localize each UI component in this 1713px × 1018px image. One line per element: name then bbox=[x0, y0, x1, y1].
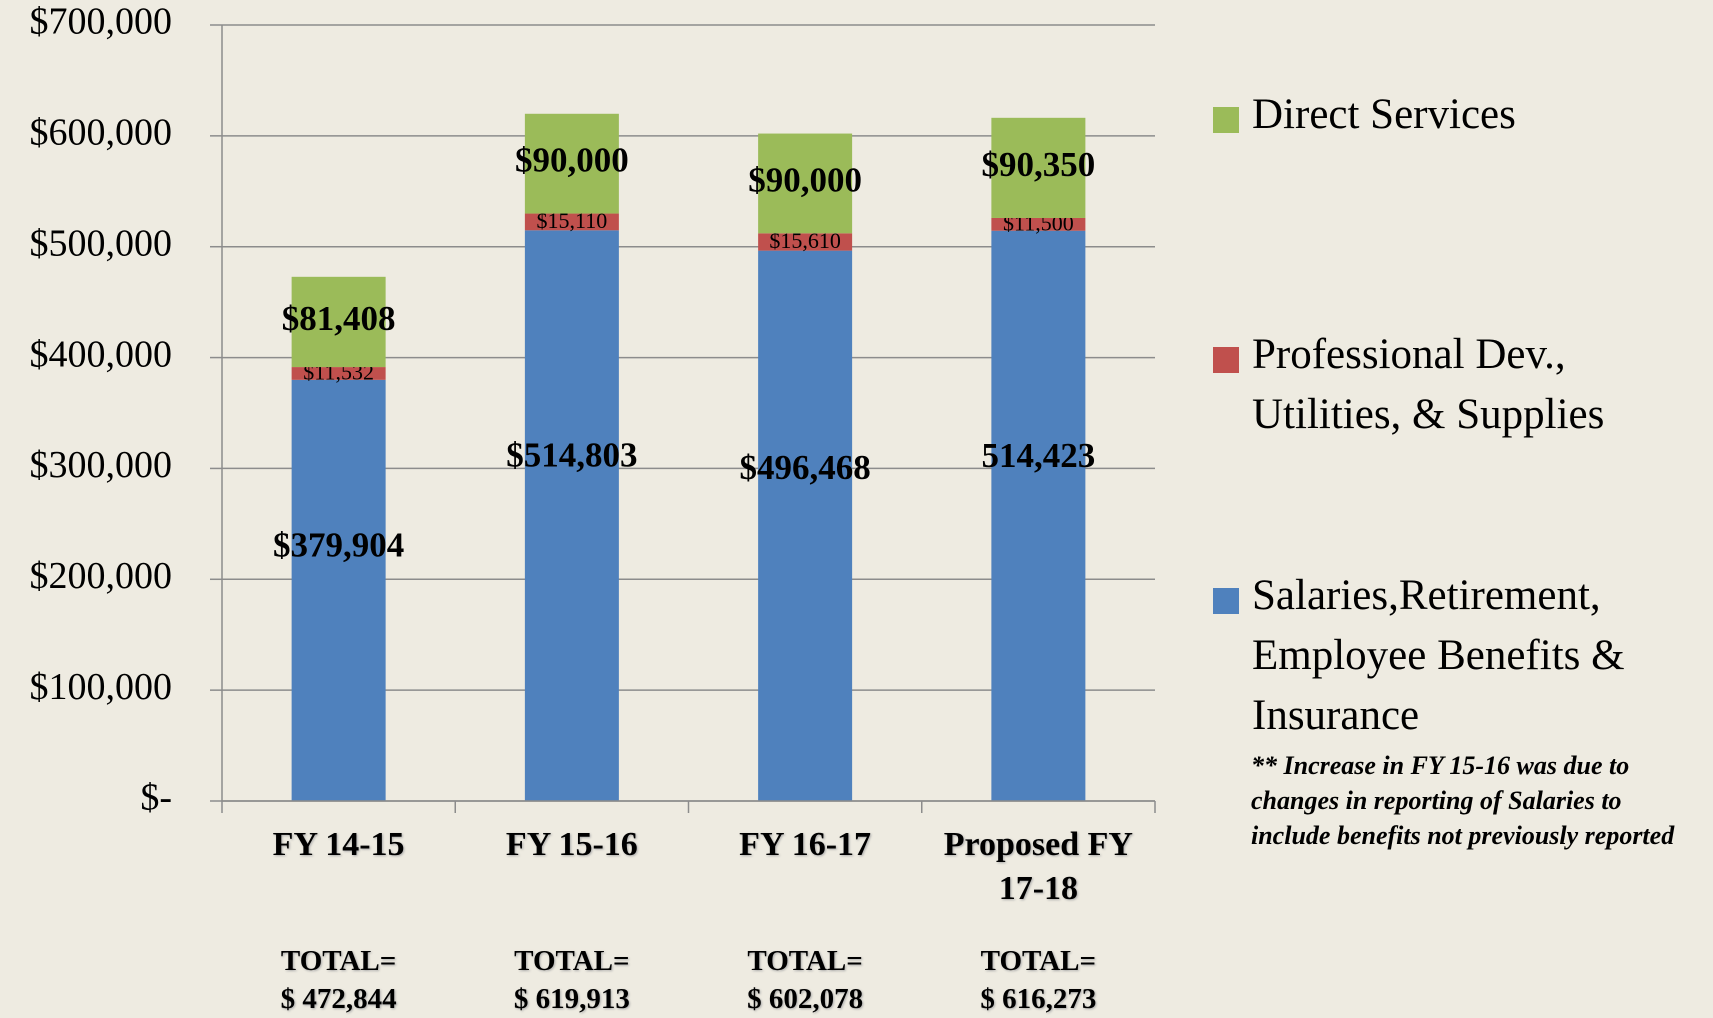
bar-segment bbox=[991, 230, 1086, 802]
total-label: TOTAL= bbox=[280, 945, 397, 977]
total-label: $ 602,078 bbox=[747, 983, 864, 1015]
y-tick-label: $- bbox=[140, 777, 172, 819]
value-label: 514,423 bbox=[982, 436, 1096, 475]
y-tick-label: $700,000 bbox=[30, 1, 173, 43]
value-label: $81,408 bbox=[282, 299, 396, 338]
total-label: TOTAL= bbox=[980, 945, 1097, 977]
legend-label: Direct Services bbox=[1252, 91, 1516, 138]
value-label: $496,468 bbox=[740, 448, 871, 487]
value-label: $90,350 bbox=[982, 145, 1096, 184]
bar-segment bbox=[991, 117, 1086, 218]
bar-segment bbox=[758, 133, 853, 234]
y-tick-label: $600,000 bbox=[30, 112, 173, 154]
x-tick-label: FY 15-16 bbox=[505, 826, 638, 863]
x-tick-label: Proposed FY 17-18 bbox=[943, 826, 1133, 907]
value-label: $90,000 bbox=[515, 141, 629, 180]
total-label: $ 472,844 bbox=[280, 983, 397, 1015]
bar-segment bbox=[758, 250, 853, 801]
bar-segment bbox=[524, 213, 619, 231]
x-tick-label: FY 16-17 bbox=[739, 826, 872, 863]
bar-segment bbox=[291, 379, 386, 801]
legend-label: Professional Dev., Utilities, & Supplies bbox=[1252, 331, 1605, 438]
bar-segment bbox=[758, 233, 853, 251]
total-label: TOTAL= bbox=[514, 945, 630, 977]
legend-swatch bbox=[1213, 347, 1239, 373]
total-label: $ 619,913 bbox=[513, 983, 630, 1015]
total-label: $ 616,273 bbox=[980, 983, 1097, 1015]
value-label: $379,904 bbox=[273, 525, 404, 564]
y-tick-label: $300,000 bbox=[30, 444, 173, 486]
x-tick-label: FY 14-15 bbox=[272, 826, 405, 863]
note: ** Increase in FY 15-16 was due to chang… bbox=[1251, 751, 1675, 850]
bar-segment bbox=[291, 276, 386, 368]
legend-swatch bbox=[1213, 588, 1239, 614]
bar-segment bbox=[291, 367, 386, 380]
bar-segment bbox=[524, 230, 619, 802]
y-tick-label: $100,000 bbox=[30, 666, 173, 708]
y-tick-label: $200,000 bbox=[30, 555, 173, 597]
value-label: $90,000 bbox=[748, 160, 862, 199]
bar-segment bbox=[991, 217, 1086, 231]
value-label: $514,803 bbox=[506, 436, 637, 475]
y-tick-label: $400,000 bbox=[30, 333, 173, 375]
legend-label: Salaries,Retirement, Employee Benefits &… bbox=[1252, 572, 1625, 739]
total-label: TOTAL= bbox=[747, 945, 863, 977]
bar-segment bbox=[524, 113, 619, 214]
y-tick-label: $500,000 bbox=[30, 222, 173, 264]
legend-swatch bbox=[1213, 107, 1239, 133]
